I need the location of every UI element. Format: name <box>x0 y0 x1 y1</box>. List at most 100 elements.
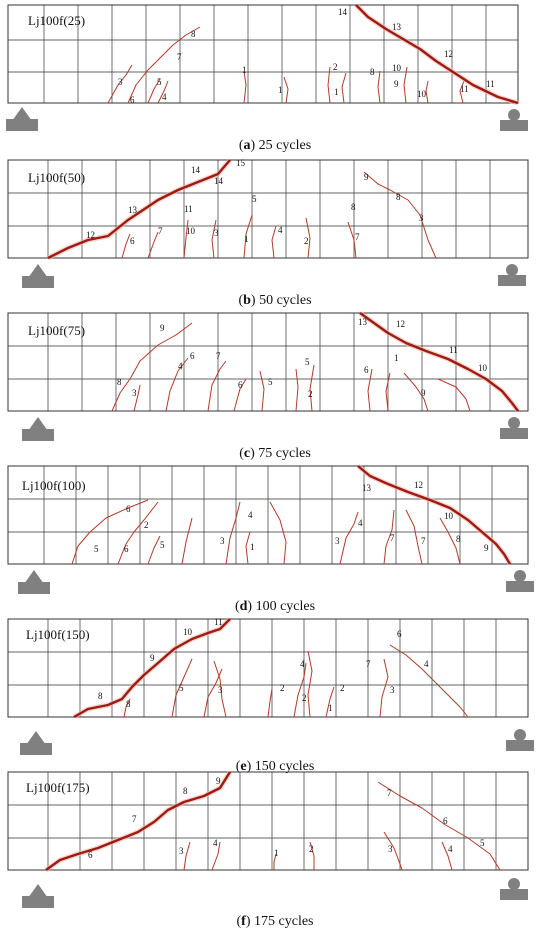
crack-number: 11 <box>184 204 193 214</box>
caption-paren: ( <box>236 914 242 929</box>
crack-line <box>367 368 373 412</box>
crack-number: 4 <box>448 844 453 854</box>
main-crack-line <box>45 771 232 871</box>
crack-number: 6 <box>190 351 195 361</box>
crack-number: 14 <box>338 7 348 17</box>
panel-caption: (a) 25 cycles <box>0 138 550 154</box>
crack-number: 6 <box>126 504 131 514</box>
crack-number: 14 <box>214 176 224 186</box>
crack-line <box>117 501 159 565</box>
crack-line <box>165 357 189 412</box>
crack-number: 2 <box>280 683 285 693</box>
crack-number: 12 <box>414 480 423 490</box>
crack-number: 7 <box>387 788 392 798</box>
panel-caption: (c) 75 cycles <box>0 446 550 462</box>
crack-line <box>379 658 389 718</box>
crack-number: 11 <box>486 79 495 89</box>
caption-text: 50 cycles <box>255 293 312 308</box>
crack-number: 3 <box>179 846 184 856</box>
main-crack-line <box>73 618 231 719</box>
crack-number: 8 <box>126 699 131 709</box>
crack-line <box>309 841 315 870</box>
main-crack-line <box>47 159 231 260</box>
crack-number: 10 <box>417 89 427 99</box>
crack-number: 6 <box>443 816 448 826</box>
caption-paren: ( <box>235 759 241 774</box>
caption-paren: ) <box>250 138 256 153</box>
crack-number: 1 <box>242 65 247 75</box>
beam-outline <box>7 771 529 871</box>
crack-number: 1 <box>244 234 249 244</box>
crack-number: 3 <box>132 388 137 398</box>
crack-number: 4 <box>213 838 218 848</box>
specimen-label: Lj100f(50) <box>28 170 86 185</box>
crack-number: 10 <box>444 511 454 521</box>
crack-number: 3 <box>390 685 395 695</box>
crack-line <box>305 217 311 259</box>
crack-number: 8 <box>370 67 375 77</box>
panel-b: 15 14 14 13 12 11 10 7 6 5 3 1 4 2 9 8 3 8 7 Lj100f(50) (b) … <box>0 158 550 313</box>
crack-number: 10 <box>392 63 402 73</box>
pin-support-icon <box>18 570 50 594</box>
crack-line <box>437 378 471 412</box>
crack-number: 2 <box>309 844 314 854</box>
crack-number: 7 <box>132 814 137 824</box>
crack-line <box>111 322 193 412</box>
crack-number: 5 <box>179 683 184 693</box>
caption-text: 175 cycles <box>250 914 314 929</box>
crack-number: 9 <box>364 172 369 182</box>
panel-f: 9 8 7 7 6 6 5 4 4 3 3 2 1 Lj100f(175) (f) 175 cycles <box>0 770 550 934</box>
crack-number: 9 <box>394 79 399 89</box>
crack-number: 3 <box>388 844 393 854</box>
roller-support-icon <box>498 264 526 286</box>
crack-number: 4 <box>248 510 253 520</box>
crack-line <box>133 384 141 412</box>
beam-outline <box>7 4 519 104</box>
pin-support-icon <box>6 107 38 131</box>
caption-paren: ) <box>250 446 255 461</box>
crack-number: 12 <box>444 49 453 59</box>
roller-support-icon <box>506 570 534 592</box>
crack-number: 2 <box>340 683 345 693</box>
crack-line <box>243 70 247 104</box>
specimen-label: Lj100f(150) <box>26 627 90 642</box>
crack-line <box>271 225 277 259</box>
crack-number: 8 <box>351 202 356 212</box>
crack-line <box>339 511 359 565</box>
crack-line <box>213 660 227 718</box>
pin-support-icon <box>22 264 54 288</box>
crack-number: 6 <box>88 850 93 860</box>
crack-line <box>259 370 265 412</box>
crack-line <box>377 70 381 104</box>
crack-line <box>341 72 347 104</box>
caption-letter: f <box>241 914 246 929</box>
crack-number: 1 <box>328 703 333 713</box>
crack-line <box>273 853 277 870</box>
caption-letter: d <box>239 599 248 614</box>
crack-line <box>403 66 408 104</box>
crack-line <box>183 841 191 871</box>
crack-number: 5 <box>268 377 273 387</box>
crack-number: 1 <box>274 848 279 858</box>
crack-number: 8 <box>117 377 122 387</box>
crack-number: 14 <box>191 165 201 175</box>
crack-number: 8 <box>396 192 401 202</box>
caption-paren: ) <box>246 759 252 774</box>
specimen-label: Lj100f(175) <box>26 780 90 795</box>
crack-number: 10 <box>186 226 196 236</box>
pin-support-icon <box>22 884 54 908</box>
crack-number: 8 <box>456 534 461 544</box>
crack-number: 4 <box>300 659 305 669</box>
crack-number: 4 <box>162 92 167 102</box>
crack-line <box>425 80 429 104</box>
crack-number: 6 <box>397 629 402 639</box>
crack-number: 13 <box>128 205 138 215</box>
crack-line <box>293 662 307 718</box>
crack-number: 6 <box>124 544 129 554</box>
crack-line <box>363 171 437 259</box>
main-crack-line <box>355 4 519 105</box>
crack-number: 7 <box>158 226 163 236</box>
specimen-label: Lj100f(75) <box>28 323 86 338</box>
